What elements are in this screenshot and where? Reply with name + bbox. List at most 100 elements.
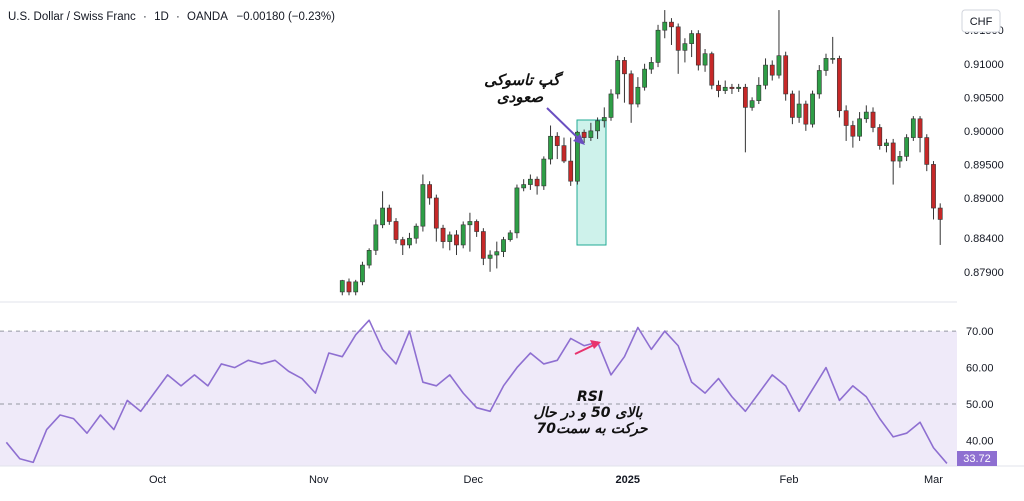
candle [830, 36, 836, 64]
candle-body-up [447, 234, 453, 242]
candle [487, 250, 493, 272]
candle-body-up [648, 62, 654, 70]
candle [615, 55, 621, 99]
candle [877, 124, 883, 150]
candle-body-up [810, 93, 815, 125]
price-tick-label: 0.90500 [964, 92, 1004, 104]
candle [581, 129, 587, 143]
price-axis-bg [957, 0, 1024, 496]
candle-body-down [474, 221, 480, 232]
candle-body-down [890, 142, 896, 162]
candle [507, 230, 513, 242]
header-sep-2: · [176, 11, 180, 23]
candle-body-down [346, 281, 352, 293]
interval: 1D [154, 11, 169, 23]
symbol-name: U.S. Dollar / Swiss Franc [8, 11, 136, 23]
candle-body-down [803, 103, 809, 125]
candle [413, 223, 419, 244]
candle [669, 18, 674, 45]
candle [937, 203, 943, 245]
candle [662, 10, 668, 39]
time-axis: Oct Nov Dec 2025 Feb Mar [149, 474, 943, 486]
candle-body-down [581, 131, 587, 138]
rsi-current-badge [957, 451, 997, 466]
candle-body-down [427, 184, 432, 199]
header-sep-1: · [143, 11, 147, 23]
candle [924, 134, 930, 172]
candle-body-up [339, 280, 345, 293]
candle [695, 30, 701, 71]
candle-body-up [460, 224, 466, 246]
candle [931, 161, 936, 220]
candle [514, 184, 520, 239]
candle [742, 83, 748, 153]
candle [648, 57, 654, 74]
candle-body-up [487, 254, 493, 259]
candle [816, 65, 822, 99]
candle-body-up [863, 111, 869, 120]
candle-body-up [904, 137, 909, 157]
candle [790, 90, 795, 125]
candle [494, 241, 500, 269]
candle-body-down [769, 64, 775, 76]
candle-body-down [729, 86, 735, 89]
candle-body-up [360, 264, 365, 283]
candle [843, 105, 849, 141]
candle [601, 107, 607, 128]
currency-badge[interactable] [961, 9, 1001, 33]
price-pane-bg [0, 0, 957, 302]
candle-body-up [763, 64, 768, 86]
candle-body-up [689, 33, 695, 44]
candle [521, 179, 527, 192]
currency-label: CHF [970, 16, 993, 28]
candle [803, 100, 809, 131]
candle [366, 248, 372, 269]
candle-body-down [716, 84, 721, 91]
candles-layer [339, 10, 943, 296]
time-tick-label: Nov [309, 474, 329, 486]
candle-body-down [386, 207, 392, 222]
chart-header[interactable]: U.S. Dollar / Swiss Franc · 1D · OANDA −… [8, 11, 335, 23]
candle [447, 231, 453, 251]
candle-body-up [662, 21, 668, 31]
rsi-tick-label: 60.00 [966, 363, 994, 375]
price-tick-label: 0.90000 [964, 126, 1004, 138]
time-tick-label: Dec [464, 474, 484, 486]
candle-body-up [749, 100, 755, 108]
candle [655, 24, 661, 68]
candle-body-up [722, 86, 728, 91]
candle-body-down [843, 110, 849, 126]
candle [776, 10, 782, 79]
candle [454, 230, 459, 256]
candle [857, 112, 862, 141]
rsi-annotation-line3: حرکت به سمت70 [537, 421, 649, 437]
candle-body-up [413, 225, 419, 239]
candle [407, 232, 412, 249]
candle [716, 80, 721, 98]
candle-body-up [575, 131, 580, 182]
candle [689, 30, 695, 58]
candle-body-down [440, 227, 446, 242]
rsi-tick-label: 40.00 [966, 435, 994, 447]
candle [474, 219, 480, 237]
candle [554, 132, 560, 160]
price-tick-label: 0.91000 [964, 59, 1004, 71]
price-change: −0.00180 (−0.23%) [236, 11, 335, 23]
rsi-current-value: 33.72 [963, 453, 991, 465]
candle-body-up [608, 93, 614, 118]
rsi-layer [5, 319, 948, 464]
candle [595, 117, 600, 139]
candle-body-up [635, 86, 641, 105]
candle-body-up [642, 68, 647, 88]
candle [380, 191, 385, 229]
candle-body-up [588, 130, 594, 138]
candle-body-down [433, 197, 439, 229]
candle [393, 218, 399, 244]
candle-body-up [736, 86, 742, 89]
rsi-annotation-line2: بالای 50 و در حال [534, 405, 644, 421]
time-tick-label: Feb [780, 474, 799, 486]
candle-body-down [790, 93, 795, 118]
candle-body-down [917, 118, 923, 138]
candle [635, 77, 641, 108]
candle [420, 174, 426, 232]
